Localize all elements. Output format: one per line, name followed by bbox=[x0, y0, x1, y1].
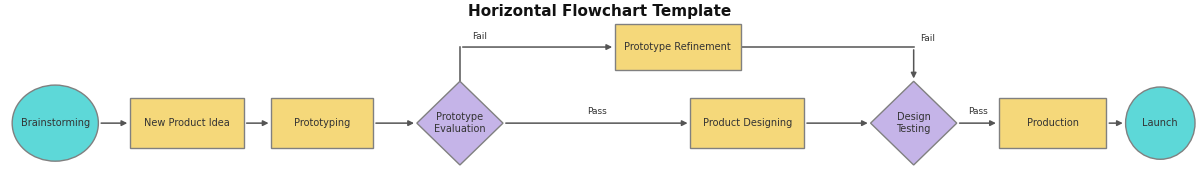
Text: New Product Idea: New Product Idea bbox=[144, 118, 230, 128]
FancyBboxPatch shape bbox=[271, 98, 373, 148]
Text: Horizontal Flowchart Template: Horizontal Flowchart Template bbox=[468, 4, 732, 19]
Text: Launch: Launch bbox=[1142, 118, 1178, 128]
Text: Production: Production bbox=[1026, 118, 1079, 128]
FancyBboxPatch shape bbox=[690, 98, 804, 148]
Polygon shape bbox=[870, 81, 956, 165]
Text: Pass: Pass bbox=[968, 107, 988, 116]
Text: Product Designing: Product Designing bbox=[703, 118, 792, 128]
Ellipse shape bbox=[12, 85, 98, 161]
Ellipse shape bbox=[1126, 87, 1195, 159]
Text: Pass: Pass bbox=[587, 107, 606, 116]
Text: Fail: Fail bbox=[919, 34, 935, 43]
FancyBboxPatch shape bbox=[614, 24, 740, 70]
Text: Fail: Fail bbox=[472, 32, 487, 41]
FancyBboxPatch shape bbox=[130, 98, 244, 148]
Text: Prototype
Evaluation: Prototype Evaluation bbox=[434, 112, 486, 134]
Text: Brainstorming: Brainstorming bbox=[20, 118, 90, 128]
Text: Prototyping: Prototyping bbox=[294, 118, 350, 128]
Text: Design
Testing: Design Testing bbox=[896, 112, 931, 134]
FancyBboxPatch shape bbox=[998, 98, 1106, 148]
Polygon shape bbox=[416, 81, 503, 165]
Text: Prototype Refinement: Prototype Refinement bbox=[624, 42, 731, 52]
